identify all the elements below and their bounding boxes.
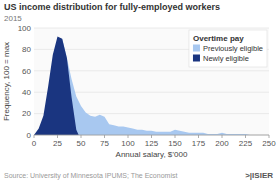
annotation: >|ISIER — [245, 171, 273, 180]
x-tick — [81, 135, 82, 138]
x-tick-label: 250 — [262, 139, 276, 148]
x-tick-label: 25 — [53, 139, 62, 148]
x-tick-label: 125 — [145, 139, 159, 148]
source: Source: University of Minnesota IPUMS; T… — [4, 172, 177, 180]
x-tick-label: 175 — [192, 139, 206, 148]
y-tick-label: 40 — [22, 88, 31, 97]
y-tick-label: 20 — [22, 109, 31, 118]
x-tick-label: 200 — [215, 139, 229, 148]
legend-label: Previously eligible — [203, 44, 263, 53]
title: US income distribution for fully-employe… — [4, 2, 220, 12]
area — [34, 37, 81, 135]
x-tick — [245, 135, 246, 138]
legend-swatch — [193, 45, 200, 52]
x-tick-label: 150 — [168, 139, 182, 148]
x-tick — [175, 135, 176, 138]
x-tick-label: 50 — [77, 139, 86, 148]
legend-box — [189, 30, 267, 67]
x-tick-label: 75 — [100, 139, 109, 148]
x-tick — [104, 135, 105, 138]
x-tick — [151, 135, 152, 138]
x-tick — [128, 135, 129, 138]
legend: Overtime payPreviously eligibleNewly eli… — [189, 30, 267, 67]
plot-area — [34, 28, 269, 135]
x-tick — [269, 135, 270, 138]
y-tick-label: 100 — [18, 24, 32, 33]
legend-swatch — [193, 55, 200, 62]
x-tick — [57, 135, 58, 138]
y-axis-label: Frequency, 100 = max — [2, 42, 11, 121]
x-tick-label: 100 — [121, 139, 135, 148]
x-axis-label: Annual salary, $’000 — [116, 150, 188, 159]
x-tick — [198, 135, 199, 138]
subtitle: 2015 — [4, 14, 22, 23]
legend-title: Overtime pay — [193, 34, 244, 43]
x-tick — [222, 135, 223, 138]
grid-line — [34, 28, 269, 29]
x-tick-label: 225 — [239, 139, 253, 148]
areas — [34, 37, 269, 135]
legend-label: Newly eligible — [203, 54, 249, 63]
chart: US income distribution for fully-employe… — [0, 0, 277, 182]
y-tick-label: 60 — [22, 67, 31, 76]
x-tick — [34, 135, 35, 138]
y-tick-label: 80 — [22, 45, 31, 54]
x-tick-label: 0 — [32, 139, 37, 148]
